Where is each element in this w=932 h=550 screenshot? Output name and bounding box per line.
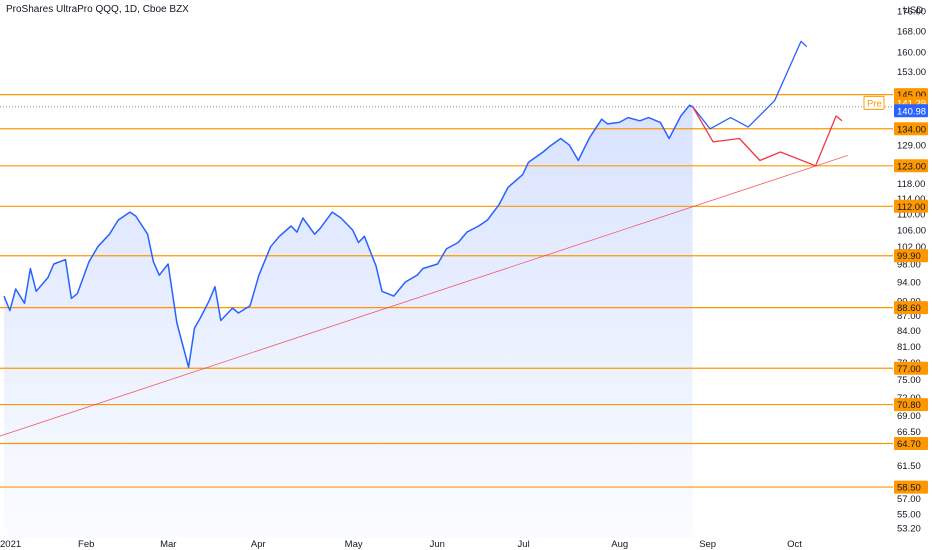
x-axis-ticks: 2021 Feb Mar Apr May Jun Jul Aug Sep Oct — [0, 539, 802, 550]
y-tick-26: 160.00 — [897, 48, 926, 59]
x-tick-8: Sep — [699, 539, 716, 550]
y-tick-27: 168.00 — [897, 26, 926, 37]
pre-market-tag — [863, 95, 885, 110]
y-tick-1: 55.00 — [897, 509, 921, 520]
x-tick-9: Oct — [787, 539, 802, 550]
level-badge-3 — [894, 199, 928, 213]
y-tick-13: 94.00 — [897, 278, 921, 289]
y-tick-0: 53.20 — [897, 524, 921, 535]
y-tick-9: 81.00 — [897, 342, 921, 353]
level-badge-7 — [894, 398, 928, 412]
level-badge-1 — [894, 122, 928, 136]
bullish-projection-line — [692, 40, 808, 130]
plot-area — [0, 40, 893, 538]
y-tick-19: 118.00 — [897, 179, 925, 190]
level-badge-5 — [894, 301, 928, 315]
y-tick-25: 153.00 — [897, 67, 926, 78]
level-badge-6 — [894, 361, 928, 375]
price-area — [4, 105, 693, 538]
y-tick-16: 106.00 — [897, 226, 926, 237]
x-tick-2: Mar — [160, 539, 176, 550]
level-badge-2 — [894, 159, 928, 173]
y-tick-2: 57.00 — [897, 494, 921, 505]
x-tick-6: Jul — [518, 539, 530, 550]
x-tick-3: Apr — [251, 539, 266, 550]
x-tick-1: Feb — [78, 539, 94, 550]
price-badge-pre-value: 141.29 — [897, 98, 926, 109]
y-tick-15: 102.00 — [897, 242, 926, 253]
y-tick-17: 110.00 — [897, 210, 925, 221]
x-tick-4: May — [345, 539, 363, 550]
y-tick-18: 114.00 — [897, 194, 925, 205]
y-tick-5: 69.00 — [897, 411, 921, 422]
price-badge-current — [894, 104, 928, 118]
y-axis-unit: USD — [903, 5, 923, 16]
y-tick-7: 75.00 — [897, 375, 921, 386]
x-tick-7: Aug — [611, 539, 628, 550]
price-badge-current-value: 140.98 — [897, 106, 926, 117]
level-label-5: 88.60 — [897, 303, 921, 314]
y-tick-10: 84.00 — [897, 326, 921, 337]
level-label-4: 99.90 — [897, 251, 921, 262]
level-label-0: 145.00 — [897, 90, 926, 101]
x-tick-0: 2021 — [0, 539, 21, 550]
level-label-6: 77.00 — [897, 364, 921, 375]
y-tick-21: 129.00 — [897, 141, 926, 152]
bearish-projection-line — [692, 106, 843, 167]
level-label-7: 70.80 — [897, 400, 921, 411]
level-label-9: 58.50 — [897, 483, 921, 494]
price-line — [3, 104, 693, 368]
level-label-1: 134.00 — [897, 124, 926, 135]
chart-title: ProShares UltraPro QQQ, 1D, Cboe BZX — [6, 4, 189, 15]
level-labels: 145.00134.00123.00112.0099.9088.6077.007… — [863, 88, 928, 494]
y-tick-11: 87.00 — [897, 311, 921, 322]
level-badge-8 — [894, 437, 928, 451]
level-label-2: 123.00 — [897, 161, 926, 172]
level-badge-4 — [894, 249, 928, 263]
y-tick-14: 98.00 — [897, 260, 921, 271]
y-tick-28: 176.00 — [897, 6, 926, 17]
trendline — [0, 154, 848, 437]
pre-market-tag-label: Pre — [867, 98, 882, 109]
level-label-8: 64.70 — [897, 439, 921, 450]
level-badge-9 — [894, 480, 928, 494]
level-label-3: 112.00 — [897, 202, 925, 213]
x-tick-5: Jun — [430, 539, 445, 550]
y-tick-3: 61.50 — [897, 461, 921, 472]
y-tick-4: 66.50 — [897, 427, 921, 438]
